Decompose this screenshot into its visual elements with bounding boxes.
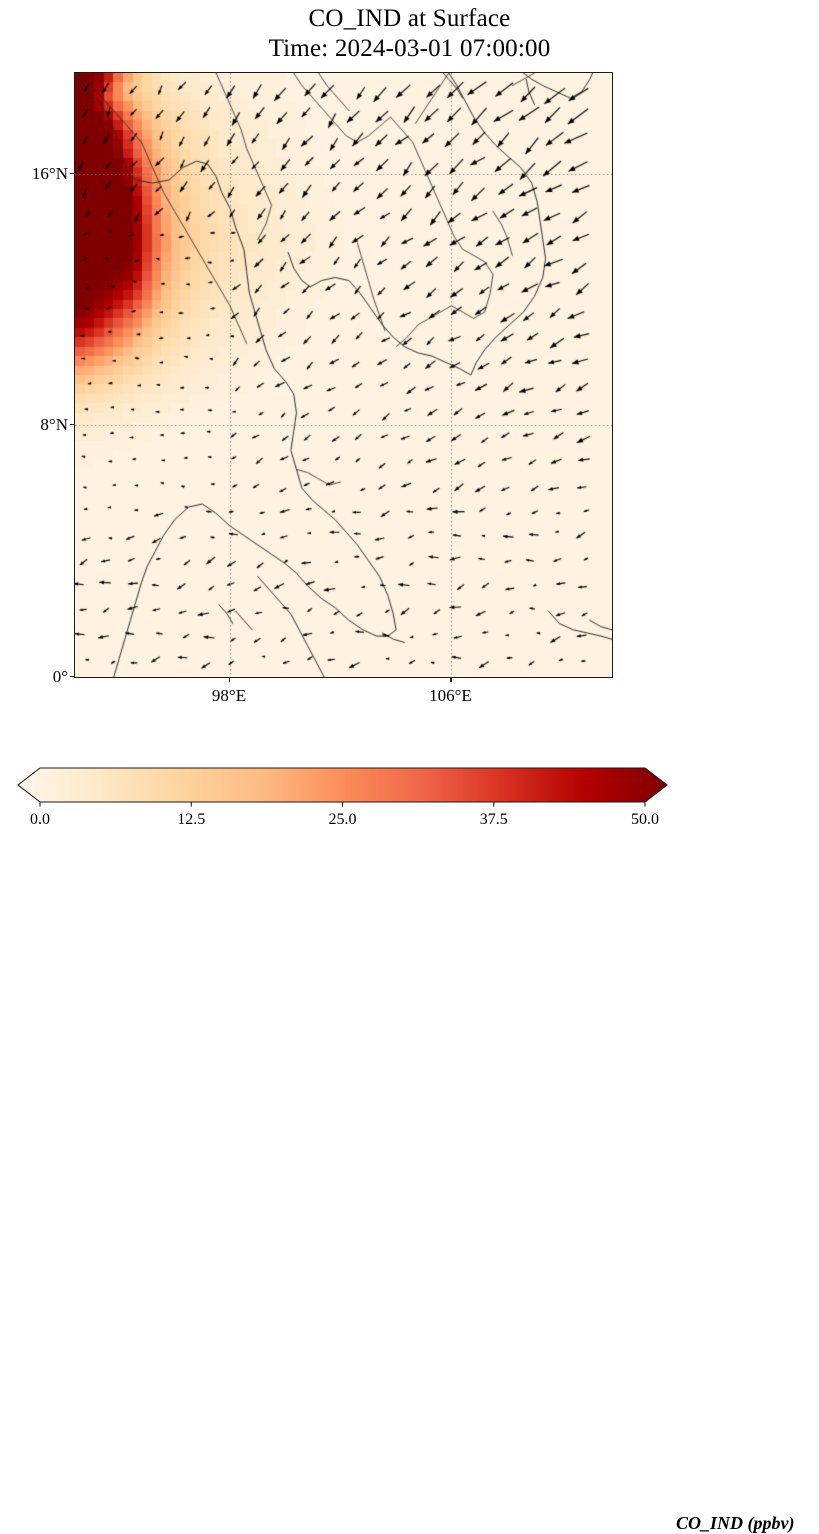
y-axis-tick-2: 0° [52, 667, 68, 686]
colorbar-tick-2: 25.0 [328, 811, 357, 828]
x-tick-mark [229, 678, 231, 682]
colorbar-axis-label: CO_IND (ppbv) [676, 1513, 795, 1533]
y-tick-mark [70, 424, 74, 426]
colorbar-tick-3: 37.5 [479, 811, 508, 828]
y-axis-tick-0: 16°N [31, 163, 68, 183]
colorbar-gradient [17, 767, 668, 807]
x-tick-mark [450, 678, 452, 682]
y-tick-mark [70, 172, 74, 174]
chart-title-block: CO_IND at Surface Time: 2024-03-01 07:00… [0, 4, 819, 64]
x-axis-tick-0: 98°E [211, 686, 247, 705]
y-axis-tick-1: 8°N [40, 415, 68, 435]
x-axis-tick-1: 106°E [429, 686, 472, 705]
colorbar-tick-0: 0.0 [30, 811, 50, 828]
colorbar-tick-1: 12.5 [177, 811, 206, 828]
page-title: CO_IND at Surface [308, 5, 511, 32]
map-plot-area [74, 72, 613, 678]
chart-subtitle: Time: 2024-03-01 07:00:00 [268, 35, 551, 62]
wind-vector-overlay [75, 73, 612, 677]
colorbar: 0.0 12.5 25.0 37.5 50.0 CO_IND (ppbv) [0, 752, 819, 1533]
colorbar-tick-4: 50.0 [631, 811, 659, 828]
y-tick-mark [70, 676, 74, 678]
